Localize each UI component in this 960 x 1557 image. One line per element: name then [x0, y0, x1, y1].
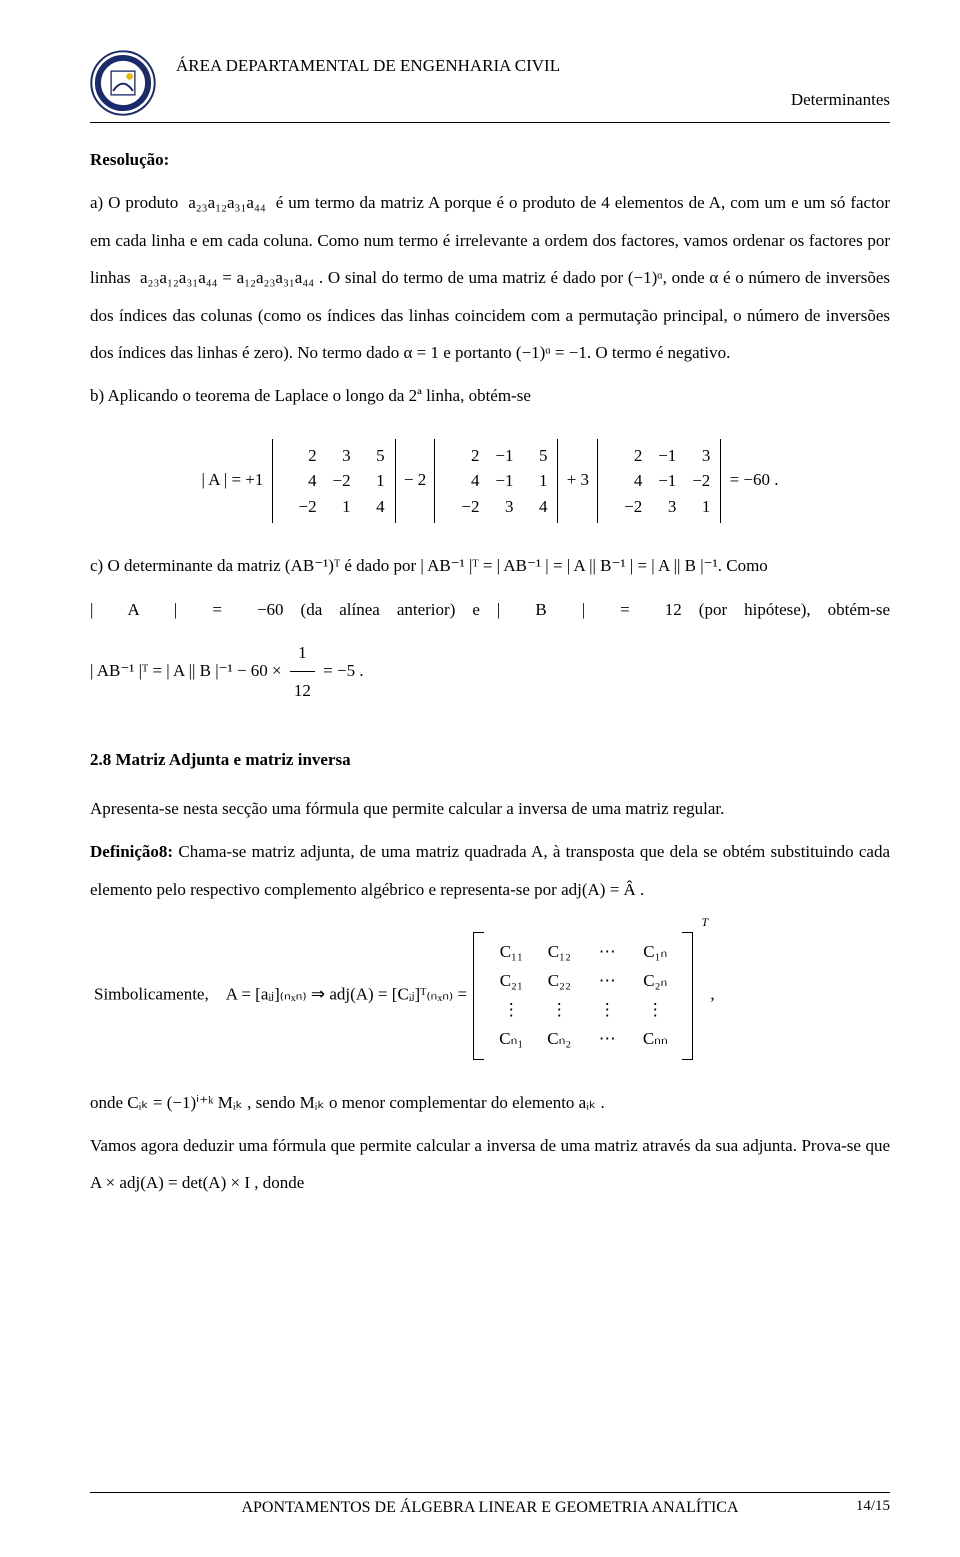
- department-name: ÁREA DEPARTAMENTAL DE ENGENHARIA CIVIL: [176, 56, 890, 76]
- page-footer: APONTAMENTOS DE ÁLGEBRA LINEAR E GEOMETR…: [90, 1484, 890, 1517]
- laplace-expansion: | A | = +1 235 4−21 −214 − 2 2−15 4−11 −…: [90, 439, 890, 524]
- page-header: ÁREA DEPARTAMENTAL DE ENGENHARIA CIVIL D…: [90, 50, 890, 116]
- det-m3: 2−13 4−1−2 −231: [597, 439, 721, 524]
- det-m1: 235 4−21 −214: [272, 439, 396, 524]
- paragraph-c-eq: | AB⁻¹ |ᵀ = | A || B |⁻¹ − 60 × 1 12 = −…: [90, 634, 890, 710]
- para-c-eq-pre: | AB⁻¹ |ᵀ = | A || B |⁻¹ − 60 ×: [90, 661, 282, 680]
- onde-line: onde Cᵢₖ = (−1)ⁱ⁺ᵏ Mᵢₖ , sendo Mᵢₖ o men…: [90, 1084, 890, 1121]
- definition-8: Definição8: Chama-se matriz adjunta, de …: [90, 833, 890, 908]
- paragraph-a: a) O produto a₂₃a₁₂a₃₁a₄₄ é um termo da …: [90, 184, 890, 371]
- footer-text: APONTAMENTOS DE ÁLGEBRA LINEAR E GEOMETR…: [90, 1499, 890, 1517]
- paragraph-c-line2: | A | = −60 (da alínea anterior) e | B |…: [90, 591, 890, 628]
- paragraph-b-intro: b) Aplicando o teorema de Laplace o long…: [90, 377, 890, 414]
- paragraph-c-line1: c) O determinante da matriz (AB⁻¹)ᵀ é da…: [90, 547, 890, 584]
- symb-pre: Simbolicamente, A = [aᵢⱼ]₍ₙₓₙ₎ ⇒ adj(A) …: [94, 985, 467, 1004]
- page-number: 14/15: [856, 1498, 890, 1515]
- laplace-result: = −60 .: [730, 470, 779, 489]
- laplace-between2: + 3: [567, 470, 589, 489]
- transpose-superscript: T: [702, 915, 709, 929]
- header-rule: [90, 122, 890, 123]
- def8-label: Definição8:: [90, 842, 173, 861]
- resolucao-heading: Resolução:: [90, 141, 890, 178]
- resolucao-bold: Resolução:: [90, 150, 169, 169]
- para-c-eq-post: = −5 .: [323, 661, 363, 680]
- header-titles: ÁREA DEPARTAMENTAL DE ENGENHARIA CIVIL D…: [176, 50, 890, 110]
- footer-rule: [90, 1492, 890, 1493]
- laplace-between1: − 2: [404, 470, 426, 489]
- def8-text: Chama-se matriz adjunta, de uma matriz q…: [90, 842, 890, 898]
- fraction-1-12: 1 12: [290, 634, 315, 710]
- symb-post: ,: [710, 985, 714, 1004]
- det-m2: 2−15 4−11 −234: [434, 439, 558, 524]
- section-2-8-intro: Apresenta-se nesta secção uma fórmula qu…: [90, 790, 890, 827]
- page: ÁREA DEPARTAMENTAL DE ENGENHARIA CIVIL D…: [0, 0, 960, 1557]
- cofactor-matrix: C₁₁C₁₂⋯C₁ₙ C₂₁C₂₂⋯C₂ₙ ⋮⋮⋮⋮ Cₙ₁Cₙ₂⋯Cₙₙ: [473, 932, 693, 1060]
- section-2-8-para2: Vamos agora deduzir uma fórmula que perm…: [90, 1127, 890, 1202]
- section-2-8-title: 2.8 Matriz Adjunta e matriz inversa: [90, 750, 890, 770]
- topic-name: Determinantes: [176, 90, 890, 110]
- laplace-prefix: | A | = +1: [201, 470, 263, 489]
- symbolic-definition: Simbolicamente, A = [aᵢⱼ]₍ₙₓₙ₎ ⇒ adj(A) …: [90, 932, 890, 1060]
- university-logo: [90, 50, 156, 116]
